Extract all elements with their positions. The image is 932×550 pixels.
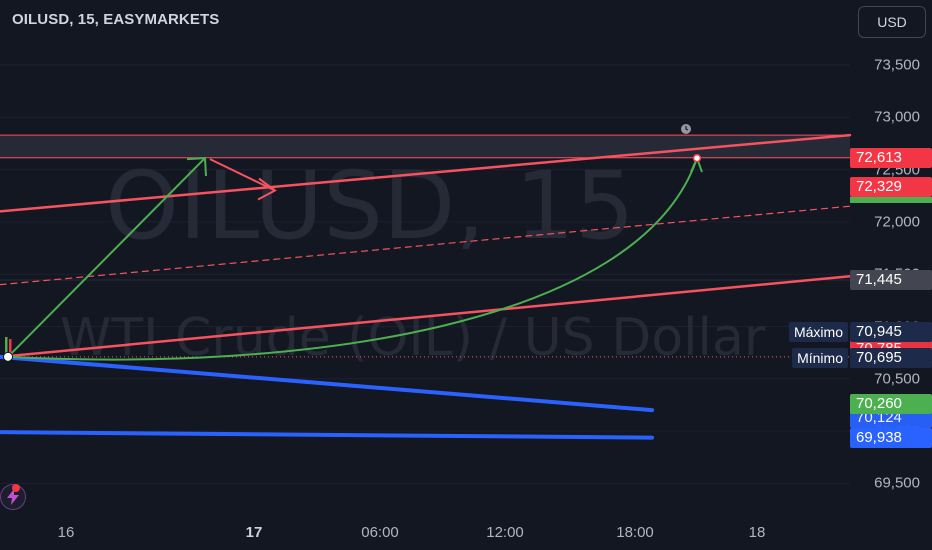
- blue-trend-line-1: [0, 354, 654, 413]
- lightning-icon-glyph: [7, 489, 19, 505]
- x-tick-label: 18:00: [616, 524, 654, 541]
- target-point-dot: [692, 153, 702, 163]
- high-label: Máximo: [788, 322, 848, 343]
- x-tick-label: 12:00: [486, 524, 524, 541]
- x-tick-label: 16: [57, 524, 75, 541]
- price-tag: 72,329: [850, 177, 932, 198]
- price-tag: 70,695: [850, 348, 932, 369]
- notification-dot: [12, 484, 20, 492]
- channel-upper-line: [0, 133, 852, 213]
- watermark-symbol: OILUSD, 15: [105, 152, 635, 261]
- drawings-layer: [0, 124, 852, 440]
- low-label: Mínimo: [792, 348, 848, 369]
- y-tick-label: 69,500: [874, 474, 920, 492]
- price-tag: 70,260: [850, 393, 932, 414]
- price-tag: 70,945: [850, 322, 932, 343]
- x-tick-label: 18: [748, 524, 766, 541]
- symbol-title[interactable]: OILUSD, 15, EASYMARKETS: [12, 11, 220, 28]
- y-tick-label: 73,000: [874, 108, 920, 126]
- y-tick-label: 72,000: [874, 213, 920, 231]
- currency-button[interactable]: USD: [858, 6, 926, 38]
- green-curved-arrow: [7, 157, 698, 361]
- price-tag: 72,613: [850, 147, 932, 168]
- candle-down: [9, 339, 12, 356]
- y-tick-label: 73,500: [874, 56, 920, 74]
- blue-trend-line-2: [0, 430, 654, 440]
- green-arrow-line: [7, 157, 206, 358]
- red-arrow-line: [209, 158, 276, 192]
- y-tick-label: 70,500: [874, 370, 920, 388]
- price-tag: 69,938: [850, 427, 932, 448]
- green-arrow-head: [186, 157, 207, 177]
- x-tick-label: 17: [245, 524, 263, 541]
- x-tick-label: 06:00: [361, 524, 399, 541]
- start-point-dot: [3, 351, 13, 362]
- resistance-zone: [0, 135, 850, 158]
- channel-lower-line: [0, 275, 852, 359]
- candle-up: [5, 336, 8, 356]
- clock-hands: [685, 126, 689, 131]
- red-arrow-head: [257, 177, 277, 201]
- price-tag: 71,445: [850, 269, 932, 290]
- price-tag-indicator: [850, 197, 932, 204]
